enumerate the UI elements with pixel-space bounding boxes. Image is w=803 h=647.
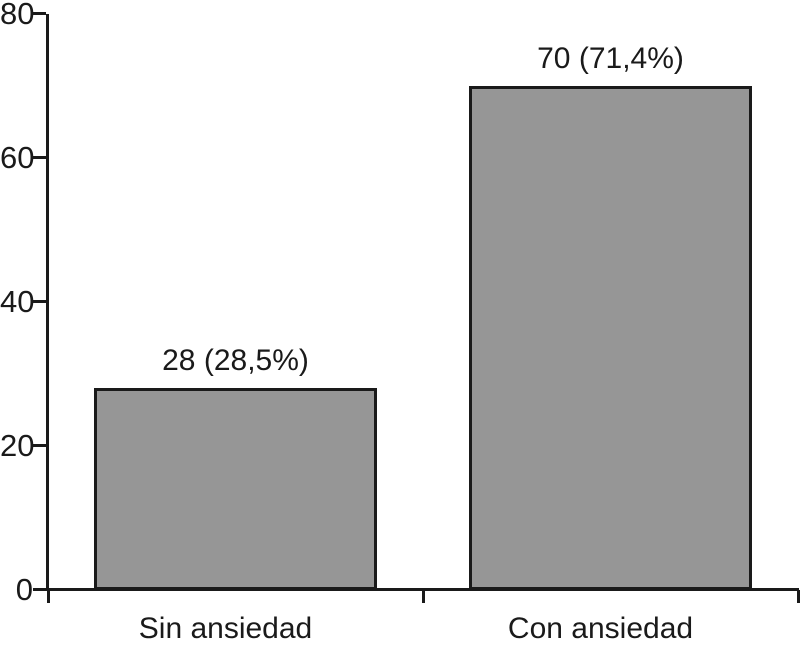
- y-tick-label: 20: [0, 428, 35, 463]
- y-axis-line: [46, 14, 49, 591]
- x-tick: [46, 590, 50, 603]
- category-label: Con ansiedad: [507, 612, 694, 645]
- y-tick: [33, 588, 46, 591]
- x-tick: [421, 590, 425, 603]
- y-tick-label: 40: [0, 284, 35, 319]
- y-tick: [33, 444, 46, 447]
- y-tick: [33, 300, 46, 303]
- y-tick: [33, 12, 46, 15]
- y-tick-label: 80: [0, 0, 35, 31]
- y-tick: [33, 156, 46, 159]
- bar-value-label: 70 (71,4%): [537, 42, 684, 75]
- y-tick-label: 0: [15, 572, 33, 607]
- category-label: Sin ansiedad: [138, 612, 313, 645]
- x-tick: [796, 590, 800, 603]
- y-tick-label: 60: [0, 140, 35, 175]
- x-axis-line: [46, 588, 799, 591]
- bar-value-label: 28 (28,5%): [162, 344, 309, 377]
- bar: [469, 86, 752, 590]
- bar: [94, 388, 377, 590]
